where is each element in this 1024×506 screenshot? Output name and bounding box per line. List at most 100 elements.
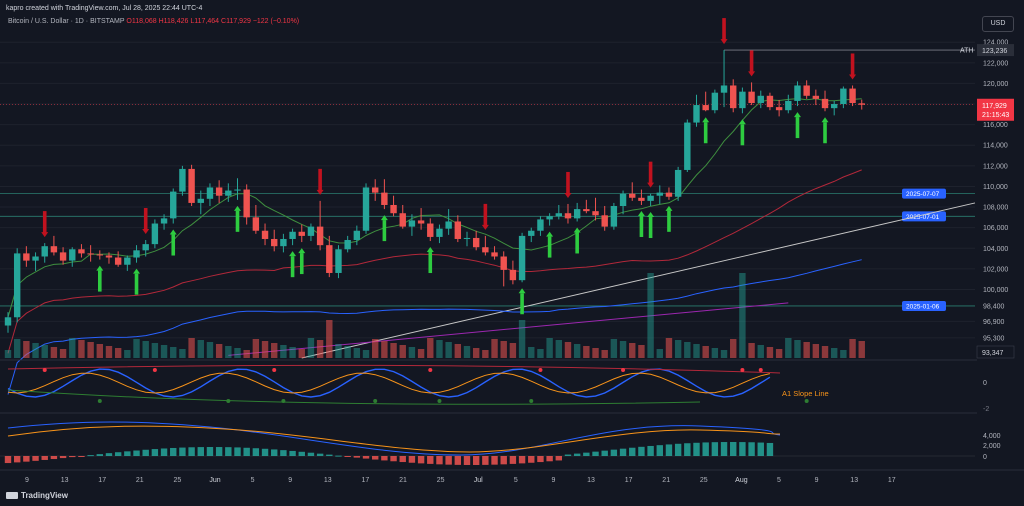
volume-bar bbox=[537, 349, 544, 358]
histogram-bar bbox=[280, 450, 287, 456]
histogram-bar bbox=[87, 455, 94, 457]
volume-bar bbox=[381, 341, 388, 358]
oscillator-dot-red bbox=[621, 368, 626, 372]
candle-body bbox=[794, 85, 801, 101]
sell-arrow-head bbox=[564, 192, 572, 198]
price-axis-label: 124,000 bbox=[983, 40, 1008, 47]
histogram-bar bbox=[427, 456, 434, 464]
histogram-bar bbox=[96, 454, 103, 456]
sell-arrow-head bbox=[720, 39, 728, 45]
price-axis-label: 108,000 bbox=[983, 205, 1008, 212]
candle-body bbox=[13, 253, 21, 318]
candle-body bbox=[261, 230, 269, 239]
price-axis-label: 120,000 bbox=[983, 81, 1008, 88]
volume-bar bbox=[408, 347, 416, 358]
price-axis-label: 98,400 bbox=[983, 303, 1005, 310]
buy-arrow bbox=[639, 215, 644, 237]
date-axis-label: 9 bbox=[288, 477, 292, 484]
volume-bar bbox=[831, 348, 838, 358]
volume-bar bbox=[261, 341, 269, 358]
tradingview-logo[interactable]: TradingView bbox=[6, 491, 68, 500]
histogram-axis-label: 4,000 bbox=[983, 433, 1001, 440]
volume-bar bbox=[289, 347, 296, 358]
date-axis-label: 17 bbox=[625, 477, 633, 484]
sell-arrow bbox=[722, 18, 726, 41]
candle-body bbox=[105, 255, 113, 258]
candle-body bbox=[583, 209, 590, 212]
histogram-pane bbox=[0, 412, 1024, 465]
date-axis-label: 5 bbox=[251, 477, 255, 484]
buy-arrow-head bbox=[234, 205, 241, 211]
histogram-bar bbox=[665, 444, 673, 456]
date-axis-label: 13 bbox=[61, 477, 69, 484]
candle-body bbox=[821, 98, 829, 109]
candle-body bbox=[528, 230, 535, 236]
oscillator-dot-green bbox=[97, 399, 102, 403]
candle-body bbox=[252, 217, 260, 231]
volume-bar bbox=[610, 339, 618, 358]
buy-arrow-head bbox=[665, 205, 673, 211]
candle-body bbox=[390, 204, 397, 214]
date-axis-label: 5 bbox=[777, 477, 781, 484]
candle-body bbox=[87, 253, 94, 255]
volume-bar bbox=[243, 350, 250, 358]
volume-bar bbox=[812, 344, 820, 358]
histogram-bar bbox=[436, 456, 443, 465]
volume-bar bbox=[748, 343, 755, 358]
histogram-bar bbox=[206, 447, 214, 456]
volume-bar bbox=[142, 341, 149, 358]
volume-bars bbox=[4, 273, 865, 358]
histogram-bar bbox=[179, 447, 186, 456]
volume-bar bbox=[711, 348, 719, 358]
oscillator-dot-green bbox=[373, 399, 378, 403]
volume-bar bbox=[151, 343, 159, 358]
candle-body bbox=[160, 218, 168, 224]
price-axis-label: 106,000 bbox=[983, 225, 1008, 232]
date-axis-label: Aug bbox=[735, 477, 748, 484]
candle-body bbox=[491, 252, 498, 257]
candle-body bbox=[739, 91, 746, 109]
volume-bar bbox=[427, 338, 434, 358]
volume-bar bbox=[785, 338, 792, 358]
oscillator-blue-line bbox=[7, 368, 771, 398]
countdown-label: 21:15:43 bbox=[982, 112, 1009, 119]
candle-body bbox=[573, 209, 581, 219]
trend-line bbox=[301, 202, 976, 359]
oscillator-dot-green bbox=[226, 399, 231, 403]
volume-bar bbox=[482, 350, 489, 358]
histogram-bar bbox=[711, 442, 719, 456]
price-axis-label: 122,000 bbox=[983, 60, 1008, 67]
volume-bar bbox=[280, 345, 287, 358]
histogram-bar bbox=[610, 449, 618, 456]
currency-button[interactable]: USD bbox=[982, 16, 1014, 32]
chart-credit: kapro created with TradingView.com, Jul … bbox=[6, 5, 203, 12]
tradingview-logo-text: TradingView bbox=[21, 491, 68, 500]
volume-bar bbox=[454, 344, 462, 358]
price-axis-label: 114,000 bbox=[983, 143, 1008, 150]
histogram-bar bbox=[472, 456, 480, 465]
candle-body bbox=[151, 223, 159, 245]
histogram-bar bbox=[124, 451, 131, 456]
volume-bar bbox=[316, 340, 324, 358]
volume-bar bbox=[271, 343, 278, 358]
level-tag bbox=[902, 300, 946, 311]
oscillator-dot-red bbox=[272, 368, 277, 372]
candle-body bbox=[289, 231, 296, 239]
volume-bar bbox=[188, 338, 195, 358]
date-axis: 9 13 17 21 25 Jun 5 9 13 17 21 25 Jul 5 9 13 17 21 25 Aug 5 9… bbox=[0, 469, 1024, 484]
volume-bar bbox=[23, 341, 30, 358]
candle-body bbox=[730, 85, 737, 109]
grid-lines bbox=[0, 41, 975, 339]
histogram-bar bbox=[408, 456, 416, 463]
candle-body bbox=[215, 187, 223, 196]
histogram-bar bbox=[757, 442, 764, 456]
candle-body bbox=[500, 256, 507, 270]
histogram-bar bbox=[537, 456, 544, 463]
candle-body bbox=[629, 193, 636, 198]
histogram-bar bbox=[353, 456, 361, 458]
volume-bar bbox=[307, 338, 315, 358]
volume-bar bbox=[298, 349, 305, 358]
buy-arrow bbox=[134, 273, 139, 295]
ma-mid-line bbox=[7, 169, 862, 354]
